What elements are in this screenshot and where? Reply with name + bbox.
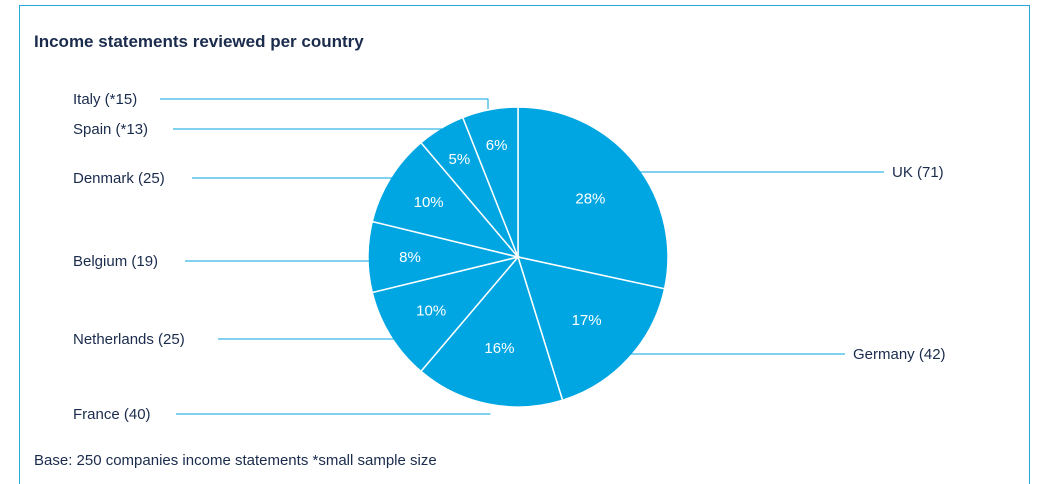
category-label-germany: Germany (42) <box>853 346 946 363</box>
chart-title: Income statements reviewed per country <box>34 32 364 51</box>
pie-slice-netherlands <box>371 255 521 373</box>
category-label-uk: UK (71) <box>892 164 944 181</box>
pie-slice-uk <box>517 106 669 290</box>
pie-slice-germany <box>516 255 666 402</box>
pie-labels: 28% UK (71) 17% Germany (42) 16% France (40) 1… <box>73 91 946 423</box>
pie-slices <box>367 106 669 408</box>
percent-label-spain: 5% <box>449 151 471 168</box>
leader-line-italy <box>160 98 489 109</box>
pie-slice-france <box>419 255 564 408</box>
percent-label-france: 16% <box>484 340 514 357</box>
percent-label-germany: 17% <box>572 312 602 329</box>
category-label-netherlands: Netherlands (25) <box>73 331 185 348</box>
base-note: Base: 250 companies income statements *s… <box>34 452 437 469</box>
category-label-belgium: Belgium (19) <box>73 253 158 270</box>
category-label-italy: Italy (*15) <box>73 91 137 108</box>
category-label-spain: Spain (*13) <box>73 121 148 138</box>
category-label-denmark: Denmark (25) <box>73 170 165 187</box>
percent-label-netherlands: 10% <box>416 303 446 320</box>
percent-label-italy: 6% <box>486 137 508 154</box>
percent-label-uk: 28% <box>575 191 605 208</box>
pie-slice-italy <box>461 106 519 258</box>
chart-frame <box>19 5 1030 484</box>
percent-label-denmark: 10% <box>414 194 444 211</box>
percent-label-belgium: 8% <box>399 249 421 266</box>
category-label-france: France (40) <box>73 406 151 423</box>
leader-lines <box>160 98 884 415</box>
